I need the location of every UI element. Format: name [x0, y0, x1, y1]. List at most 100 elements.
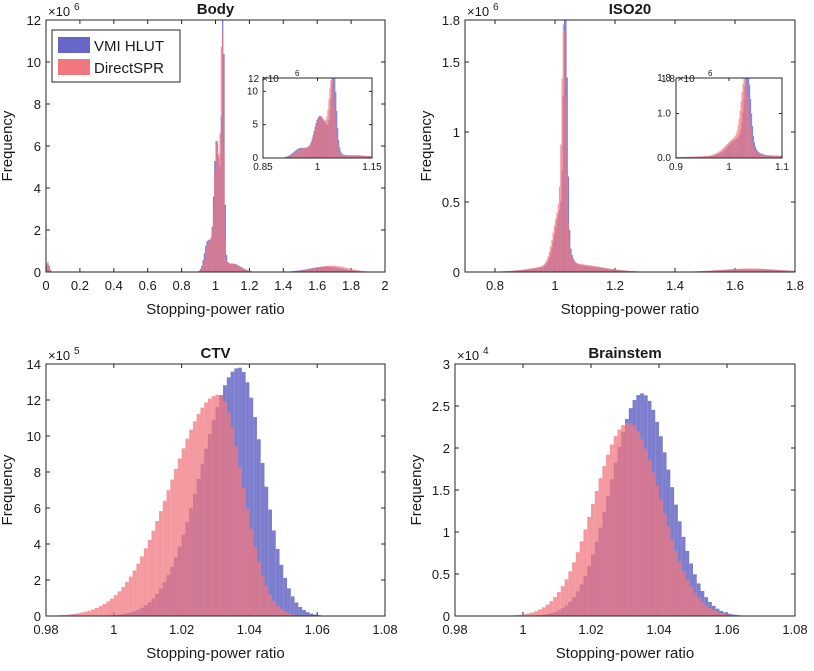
x-tick-label: 1.06: [305, 622, 330, 637]
y-tick-label: 6: [34, 501, 41, 516]
directspr-bar: [651, 473, 655, 616]
inset-exponent-label: 1.8 ×10: [661, 74, 695, 85]
directspr-bar: [319, 267, 320, 272]
directspr-bar: [602, 466, 606, 616]
directspr-bar: [732, 139, 733, 158]
directspr-bar: [189, 430, 193, 616]
x-tick-label: 1.8: [786, 278, 804, 293]
directspr-bar: [579, 264, 580, 272]
y-tick-label: 10: [27, 429, 41, 444]
y-tick-label: 4: [34, 181, 41, 196]
directspr-bar: [47, 262, 48, 272]
directspr-bar: [328, 99, 329, 158]
inset-y-tick-label: 5: [252, 120, 258, 131]
x-tick-label: 1: [519, 622, 526, 637]
directspr-bar: [553, 232, 554, 272]
directspr-bar: [264, 586, 268, 616]
directspr-bar: [729, 142, 730, 158]
x-axis-label: Stopping-power ratio: [146, 301, 284, 318]
directspr-bar: [553, 597, 557, 616]
directspr-bar: [243, 268, 244, 272]
directspr-bar: [201, 268, 202, 272]
directspr-bar: [140, 556, 144, 616]
directspr-bar: [208, 241, 209, 272]
directspr-bar: [743, 79, 744, 158]
directspr-bar: [689, 587, 693, 616]
directspr-bar: [335, 266, 336, 272]
directspr-bar: [617, 430, 621, 616]
directspr-bar: [316, 126, 317, 158]
directspr-bar: [725, 146, 726, 158]
directspr-bar: [213, 205, 214, 272]
vmi-hlut-bar: [287, 588, 291, 616]
directspr-bar: [565, 97, 566, 272]
directspr-bar: [212, 228, 213, 272]
directspr-bar: [685, 579, 689, 616]
directspr-bar: [174, 469, 178, 616]
vmi-hlut-bar: [283, 578, 287, 616]
directspr-bar: [719, 151, 720, 158]
vmi-hlut-bar: [291, 596, 295, 616]
directspr-bar: [531, 268, 532, 272]
directspr-bar: [346, 268, 347, 272]
directspr-bar: [227, 263, 228, 272]
y-tick-label: 0: [34, 265, 41, 280]
legend-label-vmi-hlut: VMI HLUT: [94, 38, 164, 55]
directspr-bar: [564, 31, 565, 272]
directspr-bar: [561, 78, 562, 272]
directspr-bar: [218, 154, 219, 272]
directspr-bar: [746, 88, 747, 158]
directspr-bar: [736, 134, 737, 158]
directspr-bar: [234, 264, 235, 272]
directspr-bar: [667, 526, 671, 616]
y-tick-label: 14: [27, 357, 41, 372]
y-tick-label: 10: [27, 55, 41, 70]
directspr-bar: [185, 439, 189, 616]
directspr-bar: [106, 601, 110, 616]
directspr-bar: [200, 408, 204, 616]
directspr-bar: [325, 120, 326, 158]
directspr-bar: [596, 266, 597, 272]
directspr-bar: [715, 154, 716, 158]
directspr-bar: [323, 120, 324, 158]
directspr-bar: [583, 264, 584, 272]
directspr-bar: [330, 266, 331, 272]
directspr-bar: [110, 599, 114, 616]
directspr-bar: [306, 147, 307, 158]
directspr-bar: [313, 268, 314, 272]
directspr-bar: [577, 263, 578, 272]
directspr-bar: [730, 141, 731, 158]
x-tick-label: 1.4: [274, 278, 292, 293]
directspr-bar: [193, 421, 197, 616]
inset-x-tick-label: 1: [315, 162, 321, 173]
directspr-bar: [739, 119, 740, 158]
directspr-bar: [753, 269, 754, 272]
directspr-bar: [757, 152, 758, 158]
x-tick-label: 0: [42, 278, 49, 293]
directspr-bar: [272, 601, 276, 616]
directspr-bar: [716, 153, 717, 158]
directspr-bar: [724, 147, 725, 158]
directspr-bar: [588, 265, 589, 272]
directspr-bar: [208, 399, 212, 616]
directspr-bar: [302, 148, 303, 158]
exponent-power: 4: [483, 346, 489, 357]
directspr-bar: [575, 263, 576, 272]
directspr-bar: [159, 511, 163, 616]
legend-swatch-vmi-hlut: [58, 37, 90, 53]
directspr-bar: [756, 269, 757, 272]
directspr-bar: [532, 268, 533, 272]
directspr-bar: [91, 609, 95, 616]
directspr-bar: [741, 101, 742, 158]
exponent-power: 6: [74, 2, 80, 13]
vmi-hlut-bar: [306, 612, 310, 616]
directspr-bar: [319, 116, 320, 158]
directspr-bar: [216, 144, 217, 272]
directspr-bar: [539, 267, 540, 272]
x-tick-label: 1.04: [237, 622, 262, 637]
directspr-bar: [99, 606, 103, 616]
directspr-bar: [118, 591, 122, 616]
inset-y-tick-label: 10: [247, 86, 259, 97]
directspr-bar: [316, 268, 317, 272]
